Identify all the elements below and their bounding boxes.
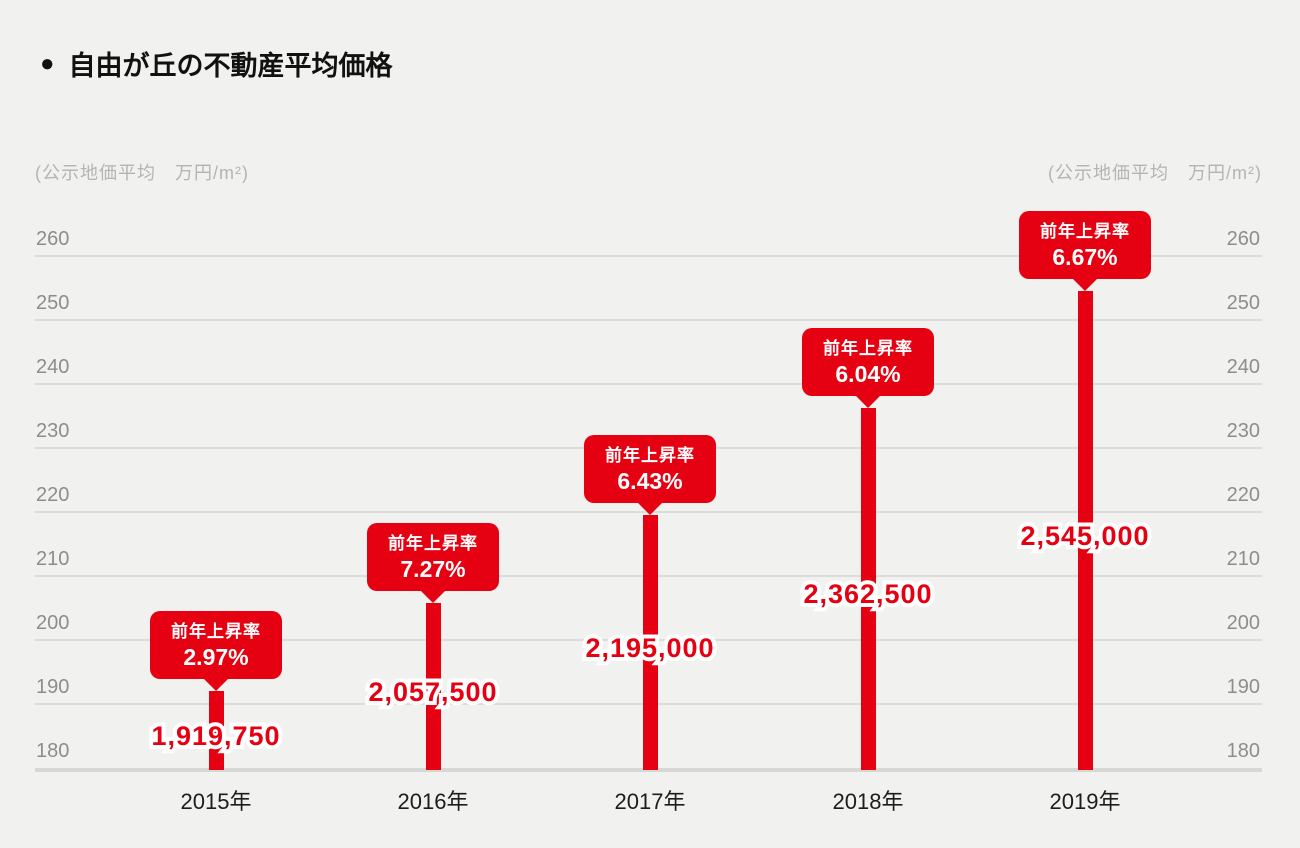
y-axis-unit-label-right: (公示地価平均 万円/m²) (1048, 163, 1262, 183)
yoy-tooltip-title: 前年上昇率 (388, 534, 478, 554)
y-tick-right-200: 200 (1226, 612, 1260, 634)
bar-2015年 (208, 691, 224, 770)
page-title: ● 自由が丘の不動産平均価格 (40, 44, 393, 83)
yoy-tooltip-title: 前年上昇率 (605, 446, 695, 466)
tooltip-arrow-icon (637, 502, 663, 516)
yoy-tooltip-title: 前年上昇率 (1040, 222, 1130, 242)
y-axis-unit-label-left: (公示地価平均 万円/m²) (35, 163, 249, 183)
y-tick-right-210: 210 (1226, 548, 1260, 570)
price-label-outline: 2,195,000 (581, 629, 717, 667)
price-label-text: 2,195,000 (585, 632, 715, 663)
y-tick-left-240: 240 (36, 356, 70, 378)
yoy-tooltip-value: 7.27% (400, 556, 466, 583)
price-label-2019年: 2,545,000 2,545,000 (1016, 517, 1152, 555)
yoy-tooltip-title: 前年上昇率 (171, 622, 261, 642)
yoy-tooltip-2019年: 前年上昇率 6.67% (1019, 211, 1151, 292)
y-tick-left-180: 180 (36, 740, 70, 762)
y-tick-left-220: 220 (36, 484, 70, 506)
yoy-tooltip-2018年: 前年上昇率 6.04% (802, 328, 934, 408)
tooltip-arrow-icon (855, 395, 881, 408)
price-label-2015年: 1,919,750 1,919,750 (147, 717, 283, 755)
bar-2018年 (860, 408, 876, 770)
y-tick-left-200: 200 (36, 612, 70, 634)
price-label-outline: 2,545,000 (1016, 517, 1152, 555)
y-tick-right-220: 220 (1226, 484, 1260, 506)
x-axis-label-2016年: 2016年 (397, 789, 469, 814)
price-label-outline: 2,057,500 (364, 673, 500, 711)
yoy-tooltip-2016年: 前年上昇率 7.27% (367, 523, 499, 604)
yoy-tooltip-title: 前年上昇率 (823, 339, 913, 358)
page-title-text: 自由が丘の不動産平均価格 (68, 51, 393, 81)
yoy-tooltip-value: 6.67% (1052, 244, 1118, 271)
y-tick-left-230: 230 (36, 420, 70, 442)
x-axis-label-2015年: 2015年 (180, 789, 252, 814)
bar-2017年 (642, 515, 658, 770)
y-tick-right-190: 190 (1226, 676, 1260, 698)
price-label-outline: 2,362,500 (799, 575, 935, 613)
price-label-text: 2,057,500 (368, 676, 498, 707)
y-tick-left-210: 210 (36, 548, 70, 570)
gridline-250 (35, 319, 1262, 321)
x-axis-label-2017年: 2017年 (614, 789, 686, 814)
price-label-text: 1,919,750 (151, 720, 281, 751)
price-label-2018年: 2,362,500 2,362,500 (799, 575, 935, 613)
price-label-text: 2,362,500 (803, 579, 933, 609)
gridline-180 (35, 768, 1262, 772)
price-label-outline: 1,919,750 (147, 717, 283, 755)
bar-2016年 (425, 603, 441, 770)
y-tick-right-260: 260 (1226, 228, 1260, 250)
y-tick-left-190: 190 (36, 676, 70, 698)
y-tick-left-260: 260 (36, 228, 70, 250)
tooltip-arrow-icon (420, 590, 446, 604)
y-tick-right-180: 180 (1226, 740, 1260, 762)
y-tick-right-230: 230 (1226, 420, 1260, 442)
title-bullet-icon: ● (40, 49, 55, 77)
yoy-tooltip-2015年: 前年上昇率 2.97% (150, 611, 282, 692)
tooltip-arrow-icon (1072, 278, 1098, 292)
y-tick-right-250: 250 (1226, 292, 1260, 314)
y-tick-right-240: 240 (1226, 356, 1260, 378)
yoy-tooltip-value: 6.43% (617, 468, 683, 495)
yoy-tooltip-2017年: 前年上昇率 6.43% (584, 435, 716, 516)
gridline-260 (35, 255, 1262, 257)
price-label-text: 2,545,000 (1020, 520, 1150, 551)
gridline-240 (35, 383, 1262, 385)
yoy-tooltip-value: 6.04% (835, 361, 901, 387)
yoy-tooltip-value: 2.97% (183, 644, 249, 671)
y-tick-left-250: 250 (36, 292, 70, 314)
x-axis-label-2019年: 2019年 (1049, 789, 1121, 814)
tooltip-arrow-icon (203, 678, 229, 692)
price-label-2017年: 2,195,000 2,195,000 (581, 629, 717, 667)
x-axis-label-2018年: 2018年 (832, 789, 904, 814)
price-label-2016年: 2,057,500 2,057,500 (364, 673, 500, 711)
bar-2019年 (1077, 291, 1093, 770)
